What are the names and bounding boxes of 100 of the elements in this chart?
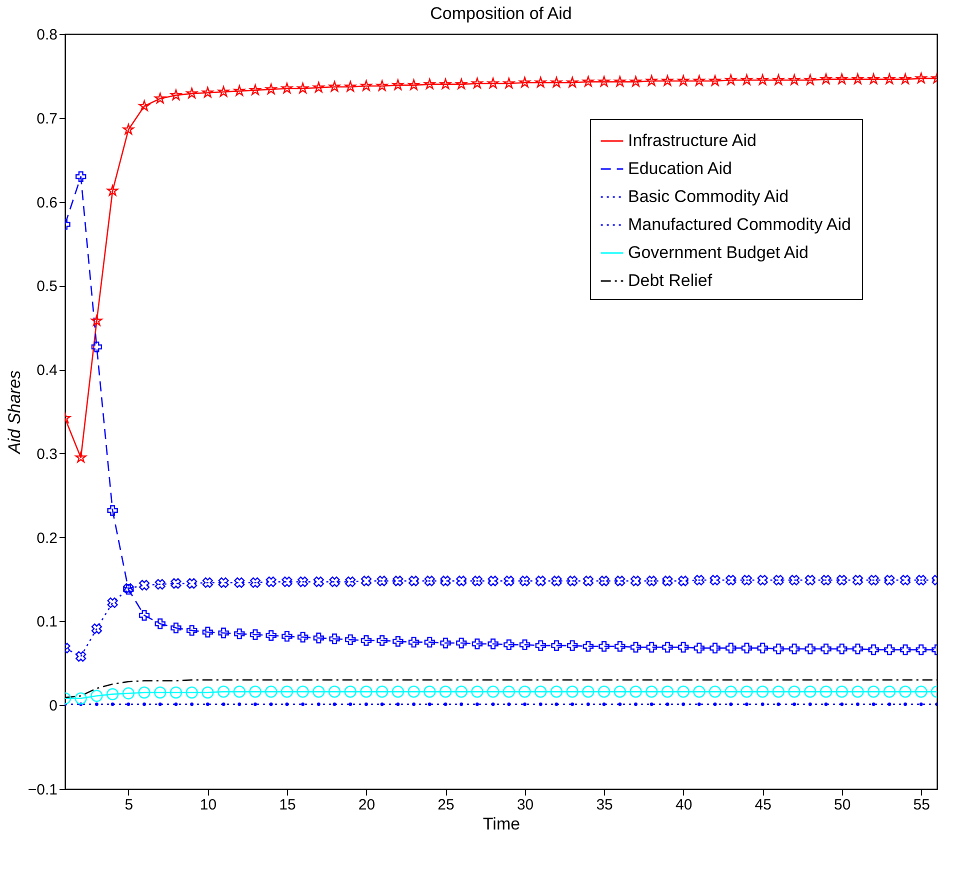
legend-label: Basic Commodity Aid xyxy=(628,187,789,206)
point xyxy=(316,702,320,706)
point xyxy=(296,686,309,698)
point xyxy=(138,610,150,621)
point xyxy=(170,686,182,699)
point xyxy=(502,686,516,698)
point xyxy=(154,618,166,630)
point xyxy=(677,686,690,698)
point xyxy=(313,576,324,588)
point xyxy=(729,702,733,706)
point xyxy=(154,579,166,590)
point xyxy=(570,702,574,706)
x-axis-title: Time xyxy=(482,814,520,834)
point xyxy=(332,702,336,706)
point xyxy=(218,577,229,588)
point xyxy=(884,73,896,84)
point xyxy=(285,702,289,706)
point xyxy=(646,686,658,698)
point xyxy=(76,171,86,182)
point xyxy=(836,574,848,586)
point xyxy=(424,636,435,648)
point xyxy=(348,702,352,706)
point xyxy=(904,702,908,706)
point xyxy=(614,686,626,698)
point xyxy=(249,686,262,698)
point xyxy=(884,644,895,656)
point xyxy=(408,686,420,698)
point xyxy=(808,702,812,706)
point xyxy=(344,81,356,92)
point xyxy=(234,628,245,640)
point xyxy=(614,76,626,87)
point xyxy=(840,702,844,706)
point xyxy=(598,76,610,87)
point xyxy=(792,702,796,706)
point xyxy=(94,702,98,706)
point xyxy=(824,702,828,706)
point xyxy=(697,702,701,706)
point xyxy=(550,76,562,88)
point xyxy=(745,702,748,706)
point xyxy=(154,686,166,699)
point xyxy=(900,644,911,656)
point xyxy=(519,76,530,88)
point xyxy=(820,574,832,586)
point xyxy=(804,686,816,698)
point xyxy=(424,78,436,90)
point xyxy=(535,640,546,651)
y-tick-label: 0.2 xyxy=(36,530,58,547)
point xyxy=(678,576,689,586)
y-tick-label: 0.4 xyxy=(36,362,58,380)
point xyxy=(888,702,892,706)
point xyxy=(281,82,293,94)
legend-label: Infrastructure Aid xyxy=(628,131,757,150)
point xyxy=(504,639,514,650)
point xyxy=(328,81,340,92)
point xyxy=(772,686,785,698)
y-tick-label: 0.1 xyxy=(36,614,58,631)
point xyxy=(534,686,547,698)
point xyxy=(106,688,119,700)
point xyxy=(710,574,720,586)
point xyxy=(107,505,118,516)
point xyxy=(280,686,294,698)
point xyxy=(91,315,102,326)
point xyxy=(710,642,720,654)
point xyxy=(74,692,87,704)
point xyxy=(408,79,420,90)
point xyxy=(396,702,400,706)
point xyxy=(773,644,784,654)
point xyxy=(345,576,356,588)
point xyxy=(282,576,292,588)
point xyxy=(329,633,340,644)
point xyxy=(170,578,182,589)
point xyxy=(614,641,626,652)
point xyxy=(868,574,879,586)
point xyxy=(852,574,864,586)
point xyxy=(741,74,752,85)
point xyxy=(630,76,642,87)
point xyxy=(360,576,372,586)
y-axis-title: Aid Shares xyxy=(4,370,24,455)
point xyxy=(170,89,182,100)
point xyxy=(535,76,546,88)
point xyxy=(598,576,610,586)
y-tick-label: −0.1 xyxy=(28,782,58,798)
point xyxy=(503,78,515,88)
point xyxy=(915,686,928,698)
point xyxy=(551,640,562,651)
point xyxy=(916,574,926,586)
x-tick-label: 40 xyxy=(675,796,692,814)
point xyxy=(174,702,178,706)
point xyxy=(919,702,923,706)
x-tick-label: 30 xyxy=(516,796,534,814)
point xyxy=(916,644,926,656)
point xyxy=(582,686,594,698)
point xyxy=(91,342,102,352)
chart-title: Composition of Aid xyxy=(430,4,572,23)
point xyxy=(872,702,876,706)
point xyxy=(519,576,530,586)
point xyxy=(900,73,911,84)
point xyxy=(91,623,102,634)
point xyxy=(233,686,246,698)
point xyxy=(222,702,226,706)
